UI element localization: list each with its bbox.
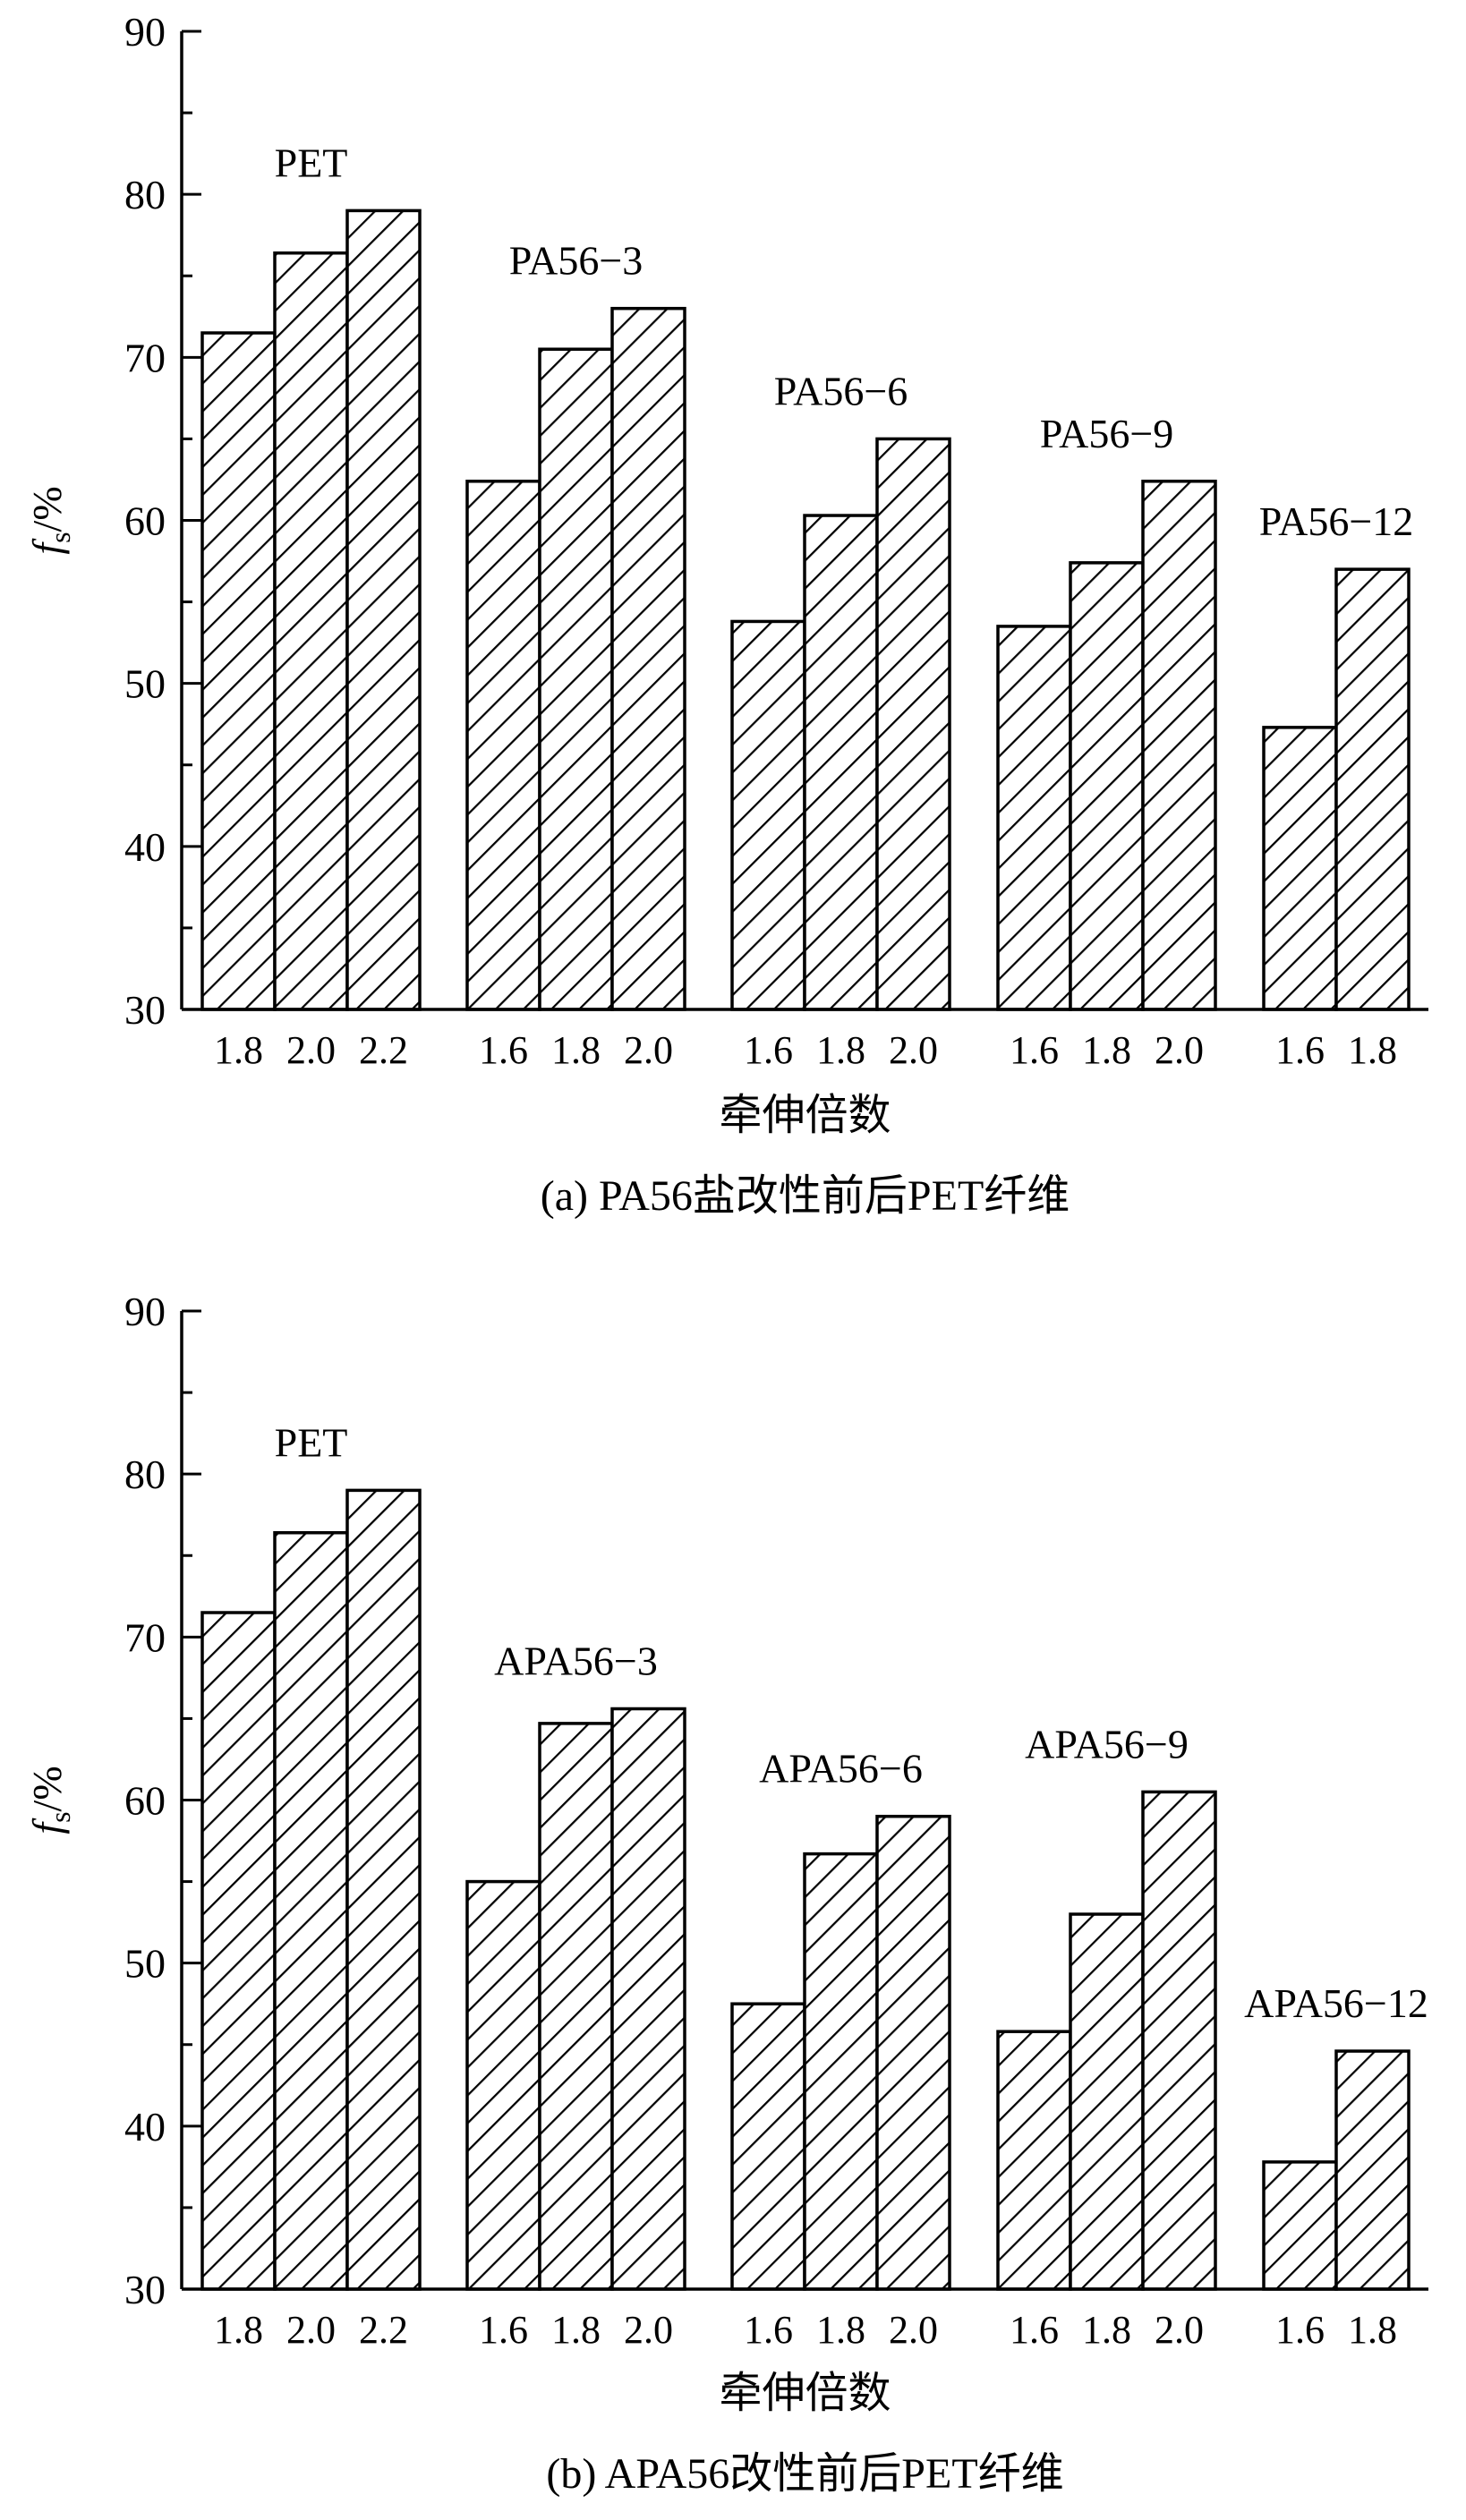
y-tick-label: 70 [124,335,166,380]
bar-PET-1.8 [200,331,277,1011]
x-tick-label: 1.8 [214,2308,263,2352]
x-tick-label: 1.8 [551,1028,601,1072]
x-tick-label: 1.8 [1082,2308,1131,2352]
y-axis-label: fs/% [24,486,76,554]
x-tick-label: 2.0 [286,1028,336,1072]
x-tick-label: 2.0 [286,2308,336,2352]
bar-APA56−9-2.0 [1141,1790,1217,2291]
bar-PET-2.2 [345,1488,422,2291]
group-label: APA56−12 [1244,1980,1428,2026]
group-label: APA56−3 [494,1638,658,1683]
chart-caption: (b) APA56改性前后PET纤维 [546,2450,1063,2498]
chart-caption: (a) PA56盐改性前后PET纤维 [541,1172,1070,1220]
bar-APA56−6-2.0 [875,1814,951,2291]
x-tick-label: 2.0 [889,2308,938,2352]
y-tick-label: 80 [124,1452,166,1497]
x-axis-label: 牵伸倍数 [719,2370,891,2417]
bar-APA56−9-1.8 [1069,1912,1145,2291]
x-tick-label: 1.6 [1275,2308,1325,2352]
bar-APA56−6-1.6 [730,2002,806,2291]
bar-PA56−12-1.8 [1334,567,1411,1011]
y-tick-label: 60 [124,1778,166,1824]
bar-APA56−3-2.0 [610,1707,686,2291]
y-tick-label: 50 [124,661,166,707]
x-tick-label: 1.6 [1275,1028,1325,1072]
bar-PA56−6-1.6 [730,619,806,1011]
x-tick-label: 1.6 [479,2308,528,2352]
x-tick-label: 1.6 [479,1028,528,1072]
bar-PA56−9-1.8 [1069,561,1145,1011]
x-tick-label: 1.8 [1348,2308,1397,2352]
y-tick-label: 40 [124,824,166,870]
chart-b: 1.8 2.0 2.2 PET 1.6 1.8 2.0 APA56−3 1.6 1.8 2.0 APA… [24,1289,1428,2498]
x-tick-label: 2.0 [1155,2308,1204,2352]
group-label: PA56−3 [509,238,644,284]
x-tick-label: 1.6 [1010,1028,1059,1072]
bar-APA56−3-1.6 [465,1879,541,2291]
bar-PA56−6-1.8 [803,514,879,1011]
x-tick-label: 1.8 [1348,1028,1397,1072]
x-tick-label: 2.0 [889,1028,938,1072]
bar-APA56−6-1.8 [803,1852,879,2291]
bar-PET-1.8 [200,1611,277,2291]
bar-PA56−3-2.0 [610,306,686,1011]
bar-APA56−3-1.8 [538,1722,614,2291]
y-axis-label: fs/% [24,1766,76,1834]
x-tick-label: 1.6 [1010,2308,1059,2352]
group-label: PA56−6 [774,368,908,413]
bar-PA56−3-1.6 [465,480,541,1011]
x-tick-label: 2.0 [624,1028,673,1072]
x-tick-label: 2.2 [359,2308,408,2352]
group-label: PET [275,1419,348,1465]
bar-APA56−12-1.8 [1334,2049,1411,2291]
y-tick-label: 90 [124,9,166,55]
y-tick-label: 80 [124,172,166,217]
bar-PET-2.0 [273,251,349,1011]
bar-APA56−9-1.6 [996,2030,1072,2291]
x-tick-label: 1.6 [744,1028,793,1072]
x-tick-label: 1.8 [816,1028,865,1072]
y-tick-label: 40 [124,2104,166,2150]
group-label: PET [275,140,348,185]
chart-a: 1.8 2.0 2.2 PET 1.6 1.8 2.0 PA56−3 1.6 1.8 2.0 PA56… [24,9,1428,1220]
y-tick-label: 30 [124,2267,166,2312]
group-label: PA56−12 [1259,498,1414,544]
bar-PA56−6-2.0 [875,437,951,1011]
y-tick-label: 50 [124,1941,166,1987]
y-tick-label: 90 [124,1289,166,1334]
x-axis-label: 牵伸倍数 [719,1092,891,1139]
group-label: PA56−9 [1040,411,1174,456]
x-tick-label: 1.8 [551,2308,601,2352]
x-tick-label: 2.0 [624,2308,673,2352]
x-tick-label: 2.2 [359,1028,408,1072]
y-tick-label: 30 [124,987,166,1033]
bar-PA56−3-1.8 [538,347,614,1011]
x-tick-label: 1.6 [744,2308,793,2352]
x-tick-label: 1.8 [1082,1028,1131,1072]
x-tick-label: 1.8 [214,1028,263,1072]
bar-PA56−12-1.6 [1262,726,1338,1011]
bar-PET-2.0 [273,1530,349,2291]
y-tick-label: 70 [124,1614,166,1660]
bar-APA56−12-1.6 [1262,2160,1338,2291]
bar-PET-2.2 [345,209,422,1011]
x-tick-label: 2.0 [1155,1028,1204,1072]
bar-PA56−9-2.0 [1141,480,1217,1011]
x-tick-label: 1.8 [816,2308,865,2352]
group-label: APA56−9 [1025,1721,1189,1767]
bar-PA56−9-1.6 [996,625,1072,1011]
group-label: APA56−6 [759,1746,923,1792]
y-tick-label: 60 [124,498,166,544]
